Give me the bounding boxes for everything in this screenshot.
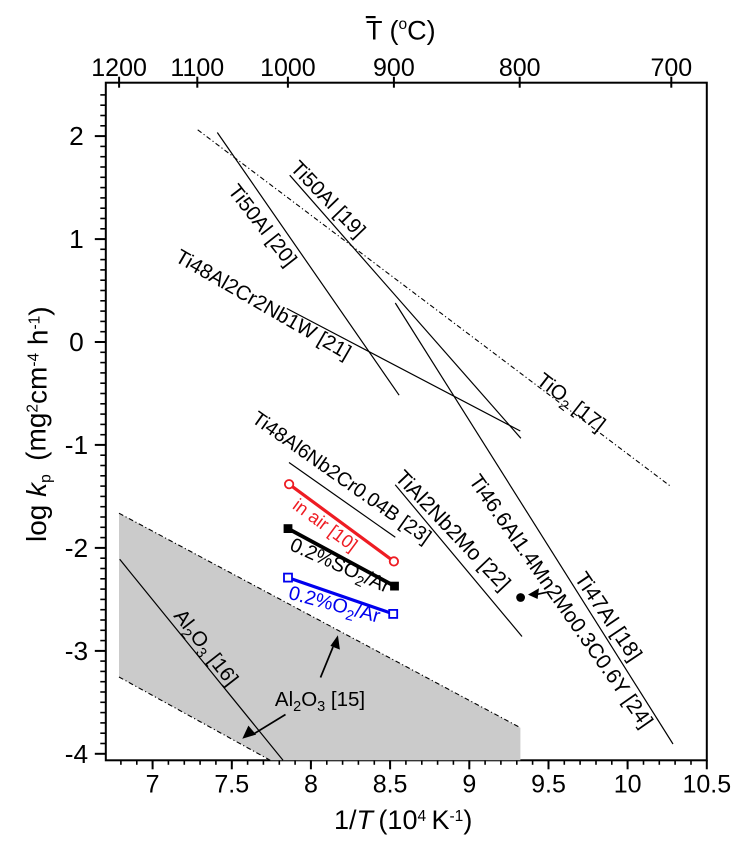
- svg-text:900: 900: [373, 54, 415, 82]
- svg-text:-4: -4: [65, 739, 88, 769]
- svg-text:9: 9: [462, 770, 476, 798]
- svg-text:1100: 1100: [170, 54, 224, 82]
- svg-text:7.5: 7.5: [214, 770, 249, 798]
- svg-text:1: 1: [69, 224, 84, 254]
- svg-text:-1: -1: [65, 430, 88, 460]
- svg-text:2: 2: [69, 121, 84, 151]
- svg-text:800: 800: [499, 54, 541, 82]
- svg-text:-3: -3: [65, 636, 88, 666]
- svg-text:10: 10: [614, 770, 642, 798]
- svg-text:1000: 1000: [260, 54, 316, 82]
- svg-text:700: 700: [650, 54, 692, 82]
- svg-text:-2: -2: [65, 533, 88, 563]
- svg-text:8.5: 8.5: [373, 770, 408, 798]
- svg-text:8: 8: [304, 770, 318, 798]
- svg-text:1200: 1200: [91, 54, 147, 82]
- svg-text:1/T (104 K-1): 1/T (104 K-1): [334, 805, 472, 835]
- svg-text:9.5: 9.5: [531, 770, 566, 798]
- svg-text:7: 7: [146, 770, 160, 798]
- svg-text:10.5: 10.5: [682, 770, 731, 798]
- svg-text:log kp (mg2cm-4 h-1): log kp (mg2cm-4 h-1): [21, 306, 55, 542]
- svg-text:0: 0: [69, 327, 84, 357]
